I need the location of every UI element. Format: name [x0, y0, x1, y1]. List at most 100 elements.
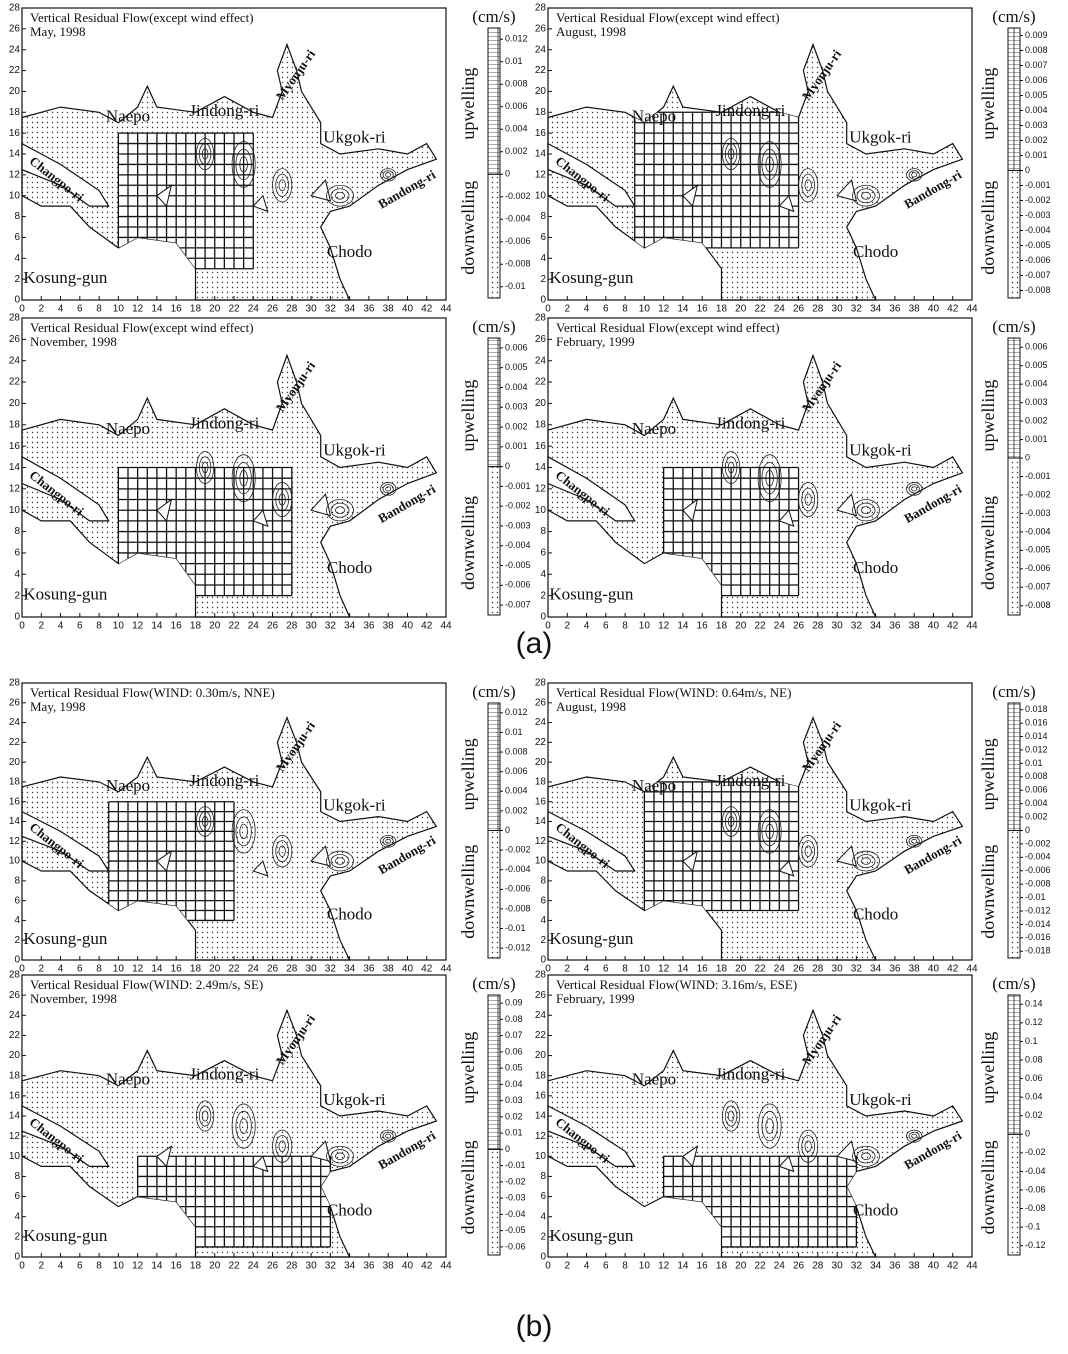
colorbar-tick-label: 0.004 [505, 786, 528, 796]
place-label: Jindong-ri [189, 771, 259, 790]
y-tick-label: 14 [9, 816, 21, 827]
x-tick-label: 10 [113, 304, 125, 315]
colorbar-tick-label: -0.002 [505, 844, 531, 854]
colorbar-tick-label: -0.001 [1025, 471, 1051, 481]
colorbar-tick-label: -0.007 [1025, 582, 1051, 592]
downwelling-label: downwelling [978, 1140, 998, 1234]
y-tick-label: 20 [535, 1050, 547, 1061]
x-tick-label: 44 [440, 1261, 452, 1272]
y-tick-label: 8 [14, 1171, 20, 1182]
colorbar-tick-label: 0.009 [1025, 30, 1048, 40]
colorbar-tick-label: 0.006 [1025, 75, 1048, 85]
y-tick-label: 22 [535, 1030, 547, 1041]
colorbar-tick-label: -0.08 [1025, 1203, 1046, 1213]
place-label: Jindong-ri [715, 414, 785, 433]
panel-date: August, 1998 [556, 24, 626, 39]
x-tick-label: 36 [889, 1261, 901, 1272]
x-tick-label: 32 [325, 304, 337, 315]
x-tick-label: 12 [658, 1261, 670, 1272]
x-tick-label: 38 [383, 304, 395, 315]
colorbar-upper [488, 703, 500, 831]
colorbar-tick-label: -0.003 [1025, 210, 1051, 220]
x-tick-label: 32 [851, 1261, 863, 1272]
x-tick-label: 20 [209, 304, 221, 315]
place-label: Chodo [327, 242, 372, 261]
colorbar-tick-label: -0.008 [1025, 285, 1051, 295]
y-tick-label: 0 [540, 955, 546, 966]
upwelling-label: upwelling [458, 1032, 478, 1104]
x-tick-label: 18 [716, 964, 728, 975]
place-label: Kosung-gun [23, 585, 108, 604]
colorbar-tick-label: -0.004 [1025, 526, 1051, 536]
x-tick-label: 20 [209, 964, 221, 975]
x-tick-label: 44 [966, 1261, 978, 1272]
unit-label: (cm/s) [992, 682, 1035, 701]
x-tick-label: 10 [639, 621, 651, 632]
x-tick-label: 34 [870, 621, 882, 632]
y-tick-label: 6 [540, 895, 546, 906]
x-tick-label: 42 [421, 964, 433, 975]
y-tick-label: 26 [9, 23, 21, 34]
y-tick-label: 2 [14, 935, 20, 946]
colorbar-tick-label: 0.006 [505, 766, 528, 776]
x-tick-label: 28 [286, 304, 298, 315]
x-tick-label: 12 [132, 1261, 144, 1272]
y-tick-label: 10 [535, 856, 547, 867]
x-tick-label: 16 [171, 1261, 183, 1272]
x-tick-label: 12 [658, 964, 670, 975]
colorbar-upper [1008, 995, 1020, 1134]
colorbar-lower [488, 831, 500, 959]
colorbar-tick-label: 0.001 [1025, 150, 1048, 160]
y-tick-label: 4 [540, 569, 546, 580]
x-tick-label: 34 [870, 964, 882, 975]
colorbar-tick-label: -0.003 [1025, 508, 1051, 518]
y-tick-label: 22 [535, 737, 547, 748]
panel-date: August, 1998 [556, 699, 626, 714]
x-tick-label: 36 [363, 304, 375, 315]
x-tick-label: 14 [151, 304, 163, 315]
y-tick-label: 16 [535, 1090, 547, 1101]
x-tick-label: 26 [267, 1261, 279, 1272]
colorbar-tick-label: -0.012 [1025, 905, 1051, 915]
unit-label: (cm/s) [992, 317, 1035, 336]
y-tick-label: 10 [9, 856, 21, 867]
x-tick-label: 14 [151, 1261, 163, 1272]
x-tick-label: 10 [113, 621, 125, 632]
x-tick-label: 0 [545, 964, 551, 975]
y-tick-label: 26 [9, 334, 21, 345]
x-tick-label: 18 [716, 304, 728, 315]
y-tick-label: 22 [535, 65, 547, 76]
place-label: Jindong-ri [715, 1065, 785, 1084]
colorbar-tick-label: -0.004 [1025, 225, 1051, 235]
upwelling-label: upwelling [458, 738, 478, 810]
colorbar-tick-label: 0 [1025, 452, 1030, 462]
x-tick-label: 4 [58, 304, 64, 315]
y-tick-label: 18 [535, 1070, 547, 1081]
unit-label: (cm/s) [992, 7, 1035, 26]
place-label: Kosung-gun [549, 929, 634, 948]
y-tick-label: 26 [9, 697, 21, 708]
x-tick-label: 10 [113, 1261, 125, 1272]
y-tick-label: 6 [540, 232, 546, 243]
place-label: Ukgok-ri [323, 796, 386, 815]
x-tick-label: 42 [947, 304, 959, 315]
x-tick-label: 18 [190, 304, 202, 315]
place-label: Jindong-ri [189, 1065, 259, 1084]
colorbar-tick-label: 0.08 [505, 1014, 523, 1024]
colorbar-tick-label: 0.012 [505, 34, 528, 44]
y-tick-label: 10 [535, 1151, 547, 1162]
x-tick-label: 42 [947, 621, 959, 632]
x-tick-label: 12 [132, 304, 144, 315]
downwelling-label: downwelling [458, 181, 478, 275]
x-tick-label: 2 [564, 621, 570, 632]
x-tick-label: 22 [754, 964, 766, 975]
y-tick-label: 12 [535, 483, 547, 494]
x-tick-label: 26 [793, 621, 805, 632]
place-label: Jindong-ri [189, 414, 259, 433]
grid-mesh [664, 468, 799, 596]
x-tick-label: 16 [171, 621, 183, 632]
y-tick-label: 20 [9, 86, 21, 97]
x-tick-label: 4 [58, 1261, 64, 1272]
colorbar-tick-label: 0.005 [505, 362, 528, 372]
colorbar-tick-label: 0.002 [505, 146, 528, 156]
